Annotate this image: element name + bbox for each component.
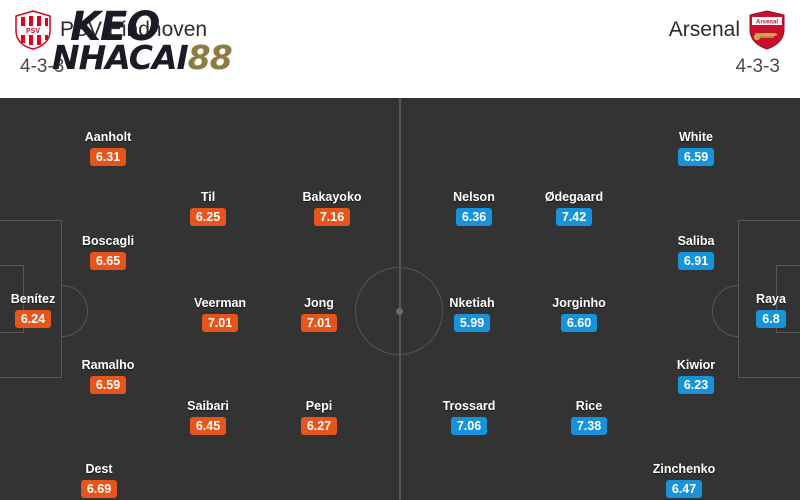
player-rating-badge: 5.99 bbox=[453, 314, 491, 332]
player-name: Saibari bbox=[187, 399, 229, 413]
away-team-name: Arsenal bbox=[668, 18, 740, 41]
player-name: Dest bbox=[85, 462, 113, 476]
player-name: Ramalho bbox=[81, 358, 135, 372]
match-header: PSV PSV Eindhoven 4-3-3 Arsenal Arsenal bbox=[0, 0, 800, 98]
home-formation: 4-3-3 bbox=[20, 56, 65, 77]
pitch bbox=[0, 98, 800, 500]
player-rating-badge: 6.59 bbox=[89, 376, 127, 394]
goal-box-left bbox=[0, 265, 24, 333]
player-rating-badge: 6.27 bbox=[300, 417, 338, 435]
player-marker[interactable]: Pepi 6.27 bbox=[264, 399, 374, 435]
player-name: Pepi bbox=[305, 399, 333, 413]
player-marker[interactable]: Benítez 6.24 bbox=[0, 292, 88, 328]
goal-box-right bbox=[776, 265, 800, 333]
player-rating-badge: 7.16 bbox=[313, 208, 351, 226]
player-marker[interactable]: Zinchenko 6.47 bbox=[629, 462, 739, 498]
player-marker[interactable]: Bakayoko 7.16 bbox=[277, 190, 387, 226]
player-rating-badge: 7.01 bbox=[300, 314, 338, 332]
player-rating-badge: 6.59 bbox=[677, 148, 715, 166]
player-marker[interactable]: White 6.59 bbox=[641, 130, 751, 166]
center-circle bbox=[355, 267, 443, 355]
svg-text:PSV: PSV bbox=[26, 28, 40, 35]
arsenal-crest-icon: Arsenal bbox=[748, 10, 786, 50]
player-name: Saliba bbox=[677, 234, 715, 248]
player-rating-badge: 6.25 bbox=[189, 208, 227, 226]
player-rating-badge: 6.36 bbox=[455, 208, 493, 226]
player-marker[interactable]: Raya 6.8 bbox=[716, 292, 800, 328]
player-name: Bakayoko bbox=[302, 190, 362, 204]
player-name: Rice bbox=[575, 399, 603, 413]
player-name: Til bbox=[200, 190, 216, 204]
away-team-block[interactable]: Arsenal Arsenal bbox=[669, 10, 786, 50]
player-marker[interactable]: Dest 6.69 bbox=[44, 462, 154, 498]
player-marker[interactable]: Jorginho 6.60 bbox=[524, 296, 634, 332]
player-name: Aanholt bbox=[84, 130, 132, 144]
player-marker[interactable]: Boscagli 6.65 bbox=[53, 234, 163, 270]
player-marker[interactable]: Veerman 7.01 bbox=[165, 296, 275, 332]
center-spot bbox=[396, 308, 403, 315]
player-name: Zinchenko bbox=[652, 462, 716, 476]
player-name: Veerman bbox=[193, 296, 247, 310]
player-name: Nelson bbox=[453, 190, 495, 204]
player-marker[interactable]: Til 6.25 bbox=[153, 190, 263, 226]
player-rating-badge: 7.06 bbox=[450, 417, 488, 435]
penalty-box-left bbox=[0, 220, 62, 378]
player-name: Trossard bbox=[442, 399, 496, 413]
player-rating-badge: 6.91 bbox=[677, 252, 715, 270]
player-name: Jong bbox=[304, 296, 334, 310]
home-team-name: PSV Eindhoven bbox=[60, 18, 208, 41]
player-rating-badge: 7.38 bbox=[570, 417, 608, 435]
player-rating-badge: 6.24 bbox=[14, 310, 52, 328]
player-marker[interactable]: Trossard 7.06 bbox=[414, 399, 524, 435]
player-rating-badge: 6.47 bbox=[665, 480, 703, 498]
player-marker[interactable]: Rice 7.38 bbox=[534, 399, 644, 435]
player-rating-badge: 6.31 bbox=[89, 148, 127, 166]
penalty-box-right bbox=[738, 220, 800, 378]
player-name: Ødegaard bbox=[544, 190, 604, 204]
player-name: Jorginho bbox=[552, 296, 606, 310]
psv-crest-icon: PSV bbox=[14, 10, 52, 50]
player-marker[interactable]: Kiwior 6.23 bbox=[641, 358, 751, 394]
player-rating-badge: 6.60 bbox=[560, 314, 598, 332]
away-formation: 4-3-3 bbox=[735, 56, 780, 77]
player-marker[interactable]: Ramalho 6.59 bbox=[53, 358, 163, 394]
player-marker[interactable]: Aanholt 6.31 bbox=[53, 130, 163, 166]
player-name: Kiwior bbox=[676, 358, 716, 372]
svg-text:Arsenal: Arsenal bbox=[756, 20, 778, 26]
player-name: Boscagli bbox=[81, 234, 135, 248]
player-rating-badge: 6.69 bbox=[80, 480, 118, 498]
player-marker[interactable]: Jong 7.01 bbox=[264, 296, 374, 332]
player-name: Benítez bbox=[10, 292, 56, 306]
player-rating-badge: 6.65 bbox=[89, 252, 127, 270]
player-rating-badge: 7.42 bbox=[555, 208, 593, 226]
home-team-block[interactable]: PSV PSV Eindhoven bbox=[14, 10, 207, 50]
player-rating-badge: 6.23 bbox=[677, 376, 715, 394]
player-marker[interactable]: Saibari 6.45 bbox=[153, 399, 263, 435]
player-rating-badge: 7.01 bbox=[201, 314, 239, 332]
player-name: White bbox=[678, 130, 714, 144]
player-name: Raya bbox=[756, 292, 786, 306]
player-marker[interactable]: Ødegaard 7.42 bbox=[519, 190, 629, 226]
player-rating-badge: 6.8 bbox=[756, 310, 786, 328]
player-rating-badge: 6.45 bbox=[189, 417, 227, 435]
player-name: Nketiah bbox=[449, 296, 495, 310]
player-marker[interactable]: Nelson 6.36 bbox=[419, 190, 529, 226]
player-marker[interactable]: Nketiah 5.99 bbox=[417, 296, 527, 332]
player-marker[interactable]: Saliba 6.91 bbox=[641, 234, 751, 270]
